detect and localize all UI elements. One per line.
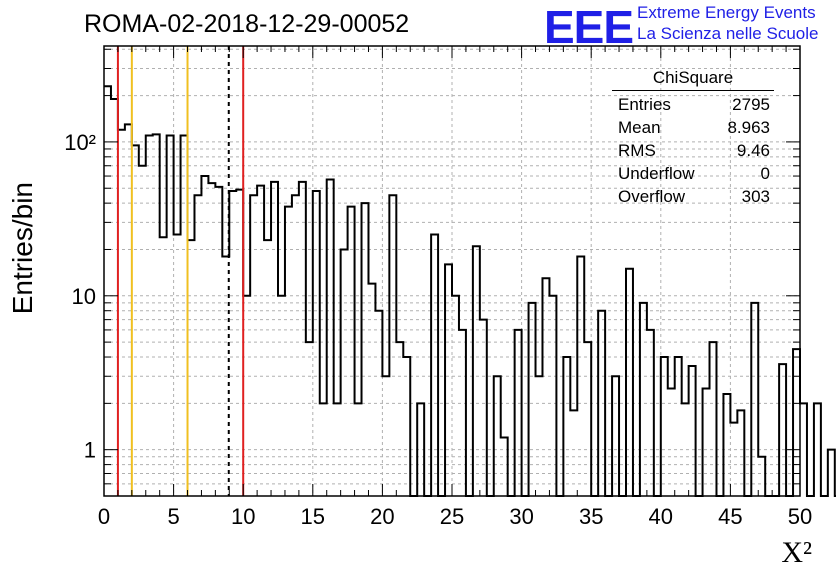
stats-value: 303 [741, 187, 770, 206]
histogram-outline [104, 85, 836, 497]
reference-lines [116, 46, 245, 496]
stats-row: RMS 9.46 [612, 139, 780, 162]
stats-value: 8.963 [727, 118, 770, 137]
x-tick-label: 10 [231, 504, 255, 529]
stats-label: Mean [618, 118, 661, 137]
grid-lines [104, 46, 800, 497]
y-tick-label: 10 [72, 284, 96, 309]
stats-value: 2795 [732, 95, 770, 114]
x-tick-labels: 0 5 10 15 20 25 30 35 40 45 50 [98, 504, 812, 529]
org-subtitle: La Scienza nelle Scuole [637, 24, 819, 43]
axis-ticks [103, 46, 801, 497]
stats-label: Underflow [618, 164, 695, 183]
x-tick-label: 35 [579, 504, 603, 529]
x-tick-label: 50 [788, 504, 812, 529]
x-axis-label: X² [781, 536, 812, 569]
page-title: ROMA-02-2018-12-29-00052 [84, 10, 410, 38]
stats-label: Overflow [618, 187, 686, 206]
stats-label: RMS [618, 141, 656, 160]
stats-label: Entries [618, 95, 671, 114]
stats-row: Mean 8.963 [612, 116, 780, 139]
y-tick-label: 10² [64, 130, 96, 155]
x-tick-label: 45 [718, 504, 742, 529]
stats-row: Underflow 0 [612, 162, 780, 185]
stats-row: Overflow 303 [612, 185, 780, 208]
stats-value: 0 [760, 164, 770, 183]
x-tick-label: 0 [98, 504, 110, 529]
y-axis-label: Entries/bin [7, 182, 38, 314]
y-tick-labels: 1 10 10² [64, 130, 96, 463]
x-tick-label: 5 [167, 504, 179, 529]
x-tick-label: 30 [509, 504, 533, 529]
histogram-bars [104, 85, 836, 497]
x-tick-label: 25 [440, 504, 464, 529]
org-name: Extreme Energy Events [637, 3, 816, 22]
stats-box: ChiSquare Entries 2795 Mean 8.963 RMS 9.… [612, 68, 780, 208]
y-tick-label: 1 [84, 438, 96, 463]
stats-row: Entries 2795 [612, 93, 780, 116]
x-tick-label: 15 [301, 504, 325, 529]
x-tick-label: 40 [649, 504, 673, 529]
stats-title: ChiSquare [612, 68, 774, 91]
x-tick-label: 20 [370, 504, 394, 529]
stats-value: 9.46 [736, 141, 770, 160]
eee-logo: EEE [544, 1, 634, 53]
